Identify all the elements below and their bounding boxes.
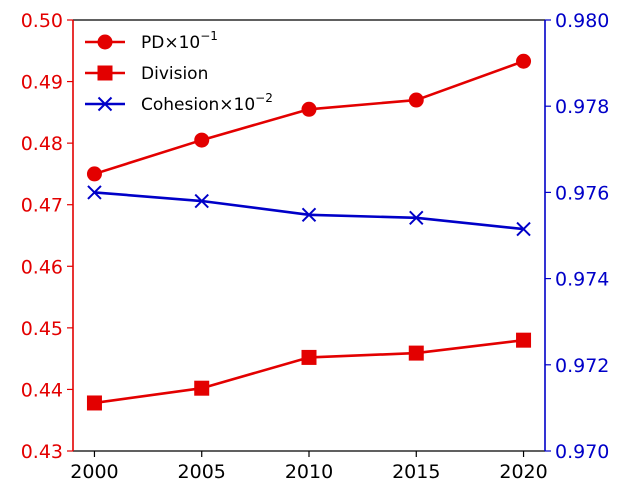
left-y-tick-label: 0.43 — [21, 441, 63, 463]
data-point — [301, 101, 317, 117]
left-y-tick-label: 0.46 — [21, 256, 63, 278]
right-y-tick-label: 0.976 — [555, 182, 609, 204]
data-point — [86, 395, 102, 411]
x-tick-label: 2015 — [392, 461, 440, 483]
data-point — [194, 193, 209, 209]
x-tick-label: 2010 — [285, 461, 333, 483]
data-point — [408, 345, 424, 361]
data-point — [301, 349, 317, 365]
x-tick-label: 2000 — [70, 461, 118, 483]
left-y-tick-label: 0.44 — [21, 379, 63, 401]
left-y-tick-label: 0.47 — [21, 195, 63, 217]
right-y-tick-label: 0.974 — [555, 269, 609, 291]
data-point — [516, 53, 532, 69]
data-point — [301, 207, 317, 223]
left-y-tick-label: 0.45 — [21, 318, 63, 340]
data-point — [516, 221, 531, 237]
legend-label: PD×10−1 — [141, 29, 218, 53]
right-y-tick-label: 0.972 — [555, 355, 609, 377]
x-tick-label: 2020 — [499, 461, 547, 483]
legend-marker — [97, 96, 113, 112]
data-point — [194, 380, 210, 396]
right-y-tick-label: 0.978 — [555, 96, 609, 118]
x-tick-label: 2005 — [178, 461, 226, 483]
left-y-tick-label: 0.48 — [21, 133, 63, 155]
right-y-tick-label: 0.980 — [555, 10, 609, 32]
data-point — [87, 185, 102, 200]
data-point — [86, 166, 102, 182]
legend-marker — [97, 34, 113, 50]
legend-label: Cohesion×10−2 — [141, 91, 273, 115]
data-point — [516, 332, 532, 348]
legend-marker — [97, 65, 113, 81]
data-point — [408, 92, 424, 108]
legend-label: Division — [141, 64, 208, 84]
series-line — [94, 191, 524, 231]
data-point — [194, 132, 210, 148]
data-point — [409, 210, 424, 226]
right-y-tick-label: 0.970 — [555, 441, 609, 463]
series-line — [94, 338, 524, 405]
left-y-tick-label: 0.50 — [21, 10, 63, 32]
left-y-tick-label: 0.49 — [21, 72, 63, 94]
